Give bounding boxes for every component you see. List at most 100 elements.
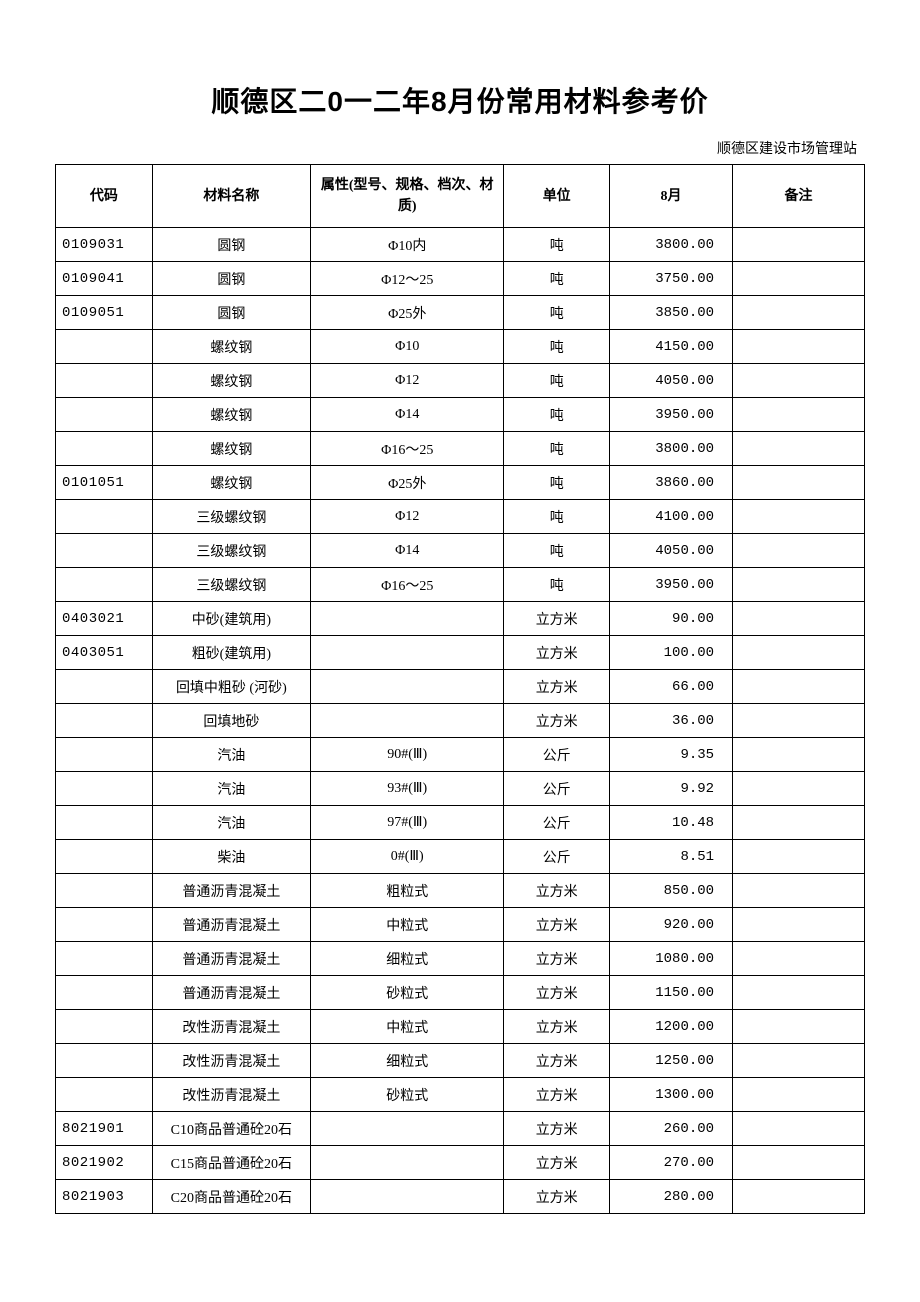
header-name: 材料名称	[152, 165, 310, 228]
cell-unit: 吨	[504, 466, 610, 500]
cell-price: 10.48	[609, 806, 732, 840]
cell-spec: Φ16～25	[310, 432, 503, 466]
cell-name: 汽油	[152, 806, 310, 840]
cell-spec: 砂粒式	[310, 1078, 503, 1112]
table-row: 三级螺纹钢Φ12吨4100.00	[56, 500, 865, 534]
cell-unit: 吨	[504, 364, 610, 398]
cell-spec: Φ14	[310, 534, 503, 568]
cell-spec: Φ12	[310, 500, 503, 534]
cell-unit: 立方米	[504, 602, 610, 636]
cell-spec: 90#(Ⅲ)	[310, 738, 503, 772]
cell-note	[733, 1078, 865, 1112]
cell-spec: Φ12	[310, 364, 503, 398]
cell-note	[733, 1112, 865, 1146]
cell-note	[733, 330, 865, 364]
cell-note	[733, 738, 865, 772]
cell-note	[733, 704, 865, 738]
cell-price: 1300.00	[609, 1078, 732, 1112]
table-row: 改性沥青混凝土中粒式立方米1200.00	[56, 1010, 865, 1044]
cell-note	[733, 364, 865, 398]
cell-spec: 93#(Ⅲ)	[310, 772, 503, 806]
cell-note	[733, 534, 865, 568]
page-title: 顺德区二0一二年8月份常用材料参考价	[55, 80, 865, 120]
cell-name: 螺纹钢	[152, 398, 310, 432]
cell-note	[733, 942, 865, 976]
table-row: 三级螺纹钢Φ14吨4050.00	[56, 534, 865, 568]
table-row: 回填地砂立方米36.00	[56, 704, 865, 738]
cell-code	[56, 908, 153, 942]
cell-price: 270.00	[609, 1146, 732, 1180]
cell-name: 汽油	[152, 738, 310, 772]
cell-code	[56, 738, 153, 772]
table-row: 0403021中砂(建筑用)立方米90.00	[56, 602, 865, 636]
cell-name: 圆钢	[152, 262, 310, 296]
cell-spec	[310, 636, 503, 670]
cell-code: 8021903	[56, 1180, 153, 1214]
cell-code	[56, 534, 153, 568]
cell-unit: 吨	[504, 500, 610, 534]
cell-code	[56, 670, 153, 704]
cell-note	[733, 1044, 865, 1078]
cell-spec: Φ14	[310, 398, 503, 432]
cell-spec: Φ10内	[310, 228, 503, 262]
cell-code: 0101051	[56, 466, 153, 500]
cell-code: 0109051	[56, 296, 153, 330]
cell-price: 4150.00	[609, 330, 732, 364]
table-row: 汽油97#(Ⅲ)公斤10.48	[56, 806, 865, 840]
cell-note	[733, 772, 865, 806]
cell-unit: 吨	[504, 568, 610, 602]
table-row: 改性沥青混凝土砂粒式立方米1300.00	[56, 1078, 865, 1112]
table-row: 柴油0#(Ⅲ)公斤8.51	[56, 840, 865, 874]
cell-unit: 立方米	[504, 942, 610, 976]
cell-name: 三级螺纹钢	[152, 500, 310, 534]
header-code: 代码	[56, 165, 153, 228]
cell-name: 回填中粗砂 (河砂)	[152, 670, 310, 704]
cell-name: 普通沥青混凝土	[152, 976, 310, 1010]
cell-code	[56, 806, 153, 840]
table-row: 螺纹钢Φ16～25吨3800.00	[56, 432, 865, 466]
cell-spec	[310, 602, 503, 636]
cell-code	[56, 942, 153, 976]
cell-code: 8021902	[56, 1146, 153, 1180]
cell-price: 3800.00	[609, 228, 732, 262]
cell-unit: 立方米	[504, 636, 610, 670]
cell-name: C20商品普通砼20石	[152, 1180, 310, 1214]
cell-code	[56, 840, 153, 874]
cell-note	[733, 908, 865, 942]
cell-unit: 吨	[504, 262, 610, 296]
cell-unit: 立方米	[504, 1044, 610, 1078]
cell-unit: 公斤	[504, 738, 610, 772]
cell-code	[56, 568, 153, 602]
cell-code	[56, 1078, 153, 1112]
cell-note	[733, 228, 865, 262]
cell-note	[733, 636, 865, 670]
cell-unit: 立方米	[504, 704, 610, 738]
cell-unit: 吨	[504, 398, 610, 432]
cell-note	[733, 976, 865, 1010]
table-row: 普通沥青混凝土砂粒式立方米1150.00	[56, 976, 865, 1010]
cell-spec	[310, 1146, 503, 1180]
cell-name: 普通沥青混凝土	[152, 874, 310, 908]
cell-name: 粗砂(建筑用)	[152, 636, 310, 670]
cell-spec	[310, 1180, 503, 1214]
table-row: 回填中粗砂 (河砂)立方米66.00	[56, 670, 865, 704]
table-row: 8021901C10商品普通砼20石立方米260.00	[56, 1112, 865, 1146]
cell-note	[733, 602, 865, 636]
cell-price: 3850.00	[609, 296, 732, 330]
table-row: 螺纹钢Φ10吨4150.00	[56, 330, 865, 364]
header-spec: 属性(型号、规格、档次、材质)	[310, 165, 503, 228]
cell-spec: 中粒式	[310, 908, 503, 942]
cell-spec: 中粒式	[310, 1010, 503, 1044]
cell-price: 3800.00	[609, 432, 732, 466]
cell-code	[56, 704, 153, 738]
cell-note	[733, 874, 865, 908]
cell-code	[56, 1010, 153, 1044]
cell-price: 66.00	[609, 670, 732, 704]
table-row: 普通沥青混凝土粗粒式立方米850.00	[56, 874, 865, 908]
cell-unit: 立方米	[504, 1180, 610, 1214]
cell-code	[56, 330, 153, 364]
table-row: 0109031圆钢Φ10内吨3800.00	[56, 228, 865, 262]
table-row: 螺纹钢Φ14吨3950.00	[56, 398, 865, 432]
table-row: 改性沥青混凝土细粒式立方米1250.00	[56, 1044, 865, 1078]
cell-name: 汽油	[152, 772, 310, 806]
